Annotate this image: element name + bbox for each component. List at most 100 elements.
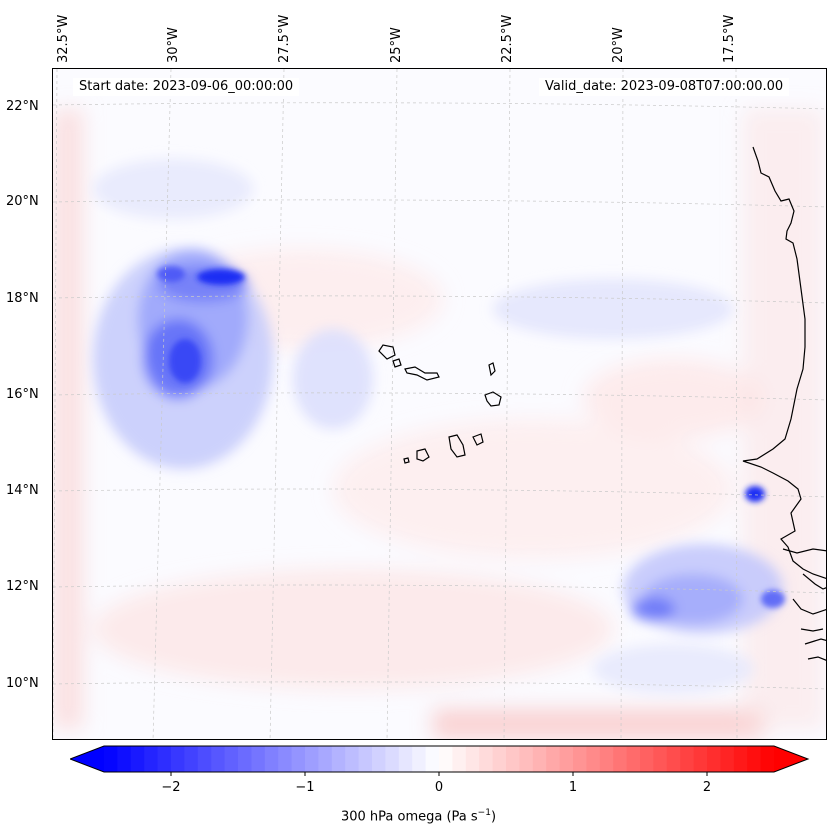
meridian-25w bbox=[386, 69, 398, 739]
island-santo-antao bbox=[378, 344, 396, 360]
colorbar-segment bbox=[546, 746, 561, 772]
parallel-22n bbox=[53, 102, 826, 110]
colorbar-title: 300 hPa omega (Pa s−1) bbox=[0, 808, 837, 824]
colorbar-segment bbox=[318, 746, 333, 772]
colorbar-segment bbox=[305, 746, 319, 772]
colorbar-segment bbox=[613, 746, 628, 772]
lon-label-25w: 25°W bbox=[389, 27, 404, 63]
lon-label-22-5w: 22.5°W bbox=[500, 14, 515, 63]
meridian-27-5w bbox=[269, 69, 285, 739]
colorbar-segment bbox=[640, 746, 654, 772]
meridian-20w bbox=[620, 69, 624, 739]
colorbar-segment bbox=[707, 746, 721, 772]
colorbar-segment bbox=[278, 746, 293, 772]
colorbar-segment bbox=[626, 746, 641, 772]
parallel-20n bbox=[53, 199, 826, 208]
island-boa-vista bbox=[484, 391, 502, 407]
colorbar-segment bbox=[519, 746, 534, 772]
island-sao-nicolau bbox=[404, 366, 440, 381]
lon-label-27-5w: 27.5°W bbox=[277, 14, 292, 63]
lat-label-20n: 20°N bbox=[6, 194, 39, 209]
colorbar-segment bbox=[760, 746, 775, 772]
colorbar-segment bbox=[251, 746, 266, 772]
colorbar-segment bbox=[680, 746, 695, 772]
colorbar-segment bbox=[224, 746, 239, 772]
colorbar-title-close: ) bbox=[490, 809, 497, 825]
colorbar-segments bbox=[70, 746, 808, 772]
meridian-32-5w bbox=[53, 69, 58, 739]
colorbar-segment bbox=[372, 746, 386, 772]
meridian-17-5w bbox=[735, 69, 738, 739]
colorbar-segment bbox=[144, 746, 159, 772]
lat-label-14n: 14°N bbox=[6, 483, 39, 498]
colorbar-tick-label-minus1: −1 bbox=[295, 780, 315, 795]
colorbar-segment bbox=[264, 746, 279, 772]
lat-label-22n: 22°N bbox=[6, 99, 39, 114]
colorbar-segment bbox=[398, 746, 413, 772]
island-fogo bbox=[416, 448, 430, 462]
meridian-30w bbox=[152, 69, 172, 739]
negative-omega-background bbox=[93, 159, 753, 694]
graticule bbox=[53, 69, 826, 739]
colorbar-tick-label-minus2: −2 bbox=[161, 780, 181, 795]
colorbar-extend-max bbox=[774, 746, 808, 772]
colorbar-segment bbox=[157, 746, 172, 772]
valid-date-label: Valid_date: 2023-09-08T07:00:00.00 bbox=[539, 78, 790, 96]
parallel-18n bbox=[53, 295, 826, 304]
start-date-label: Start date: 2023-09-06_00:00:00 bbox=[73, 78, 300, 96]
colorbar-segment bbox=[238, 746, 252, 772]
island-sal bbox=[488, 362, 496, 377]
colorbar-segment bbox=[559, 746, 574, 772]
colorbar-segment bbox=[720, 746, 735, 772]
lat-label-12n: 12°N bbox=[6, 579, 39, 594]
negative-omega-southeast-core bbox=[745, 486, 785, 608]
colorbar-segment bbox=[506, 746, 520, 772]
colorbar-segment bbox=[130, 746, 145, 772]
positive-edge-west bbox=[53, 109, 83, 729]
lat-label-10n: 10°N bbox=[6, 676, 39, 691]
colorbar-ticks bbox=[170, 772, 708, 776]
colorbar-outline bbox=[70, 745, 810, 773]
island-brava bbox=[403, 457, 410, 464]
coastline-africa-north bbox=[742, 146, 826, 579]
colorbar-title-text: 300 hPa omega (Pa s bbox=[340, 809, 478, 825]
parallel-10n bbox=[53, 681, 826, 690]
meridian-22-5w bbox=[503, 69, 511, 739]
coastlines bbox=[378, 146, 826, 661]
colorbar-segment bbox=[291, 746, 306, 772]
lat-label-18n: 18°N bbox=[6, 291, 39, 306]
colorbar-segment bbox=[693, 746, 708, 772]
positive-area-central bbox=[333, 419, 733, 559]
coastline-senegal-inlet bbox=[782, 548, 826, 554]
colorbar-segment bbox=[573, 746, 587, 772]
negative-patch-west-central bbox=[293, 329, 373, 429]
island-sao-vicente bbox=[392, 358, 402, 368]
colorbar-extend-min bbox=[70, 746, 104, 772]
colorbar-segment bbox=[331, 746, 346, 772]
island-santiago bbox=[448, 434, 466, 458]
colorbar-segment bbox=[425, 746, 440, 772]
colorbar-segment bbox=[117, 746, 132, 772]
colorbar-segment bbox=[532, 746, 547, 772]
colorbar-segment bbox=[345, 746, 360, 772]
negative-omega-west-core bbox=[157, 266, 245, 383]
colorbar-tick-label-1: 1 bbox=[568, 780, 578, 795]
parallel-16n bbox=[53, 392, 826, 401]
positive-area-east bbox=[583, 359, 763, 439]
positive-edge-east bbox=[743, 109, 823, 729]
positive-area-south bbox=[93, 569, 613, 689]
colorbar bbox=[70, 745, 810, 776]
colorbar-segment bbox=[465, 746, 480, 772]
colorbar-segment bbox=[197, 746, 212, 772]
colorbar-tick-label-2: 2 bbox=[702, 780, 712, 795]
colorbar-segment bbox=[385, 746, 400, 772]
negative-patch-northwest bbox=[93, 159, 253, 219]
colorbar-segment bbox=[439, 746, 453, 772]
parallel-14n bbox=[53, 488, 826, 498]
negative-band-northeast bbox=[493, 279, 733, 339]
colorbar-segment bbox=[586, 746, 601, 772]
colorbar-segment bbox=[171, 746, 185, 772]
colorbar-segment bbox=[104, 746, 118, 772]
colorbar-segment bbox=[211, 746, 226, 772]
omega-field-map bbox=[53, 69, 826, 739]
